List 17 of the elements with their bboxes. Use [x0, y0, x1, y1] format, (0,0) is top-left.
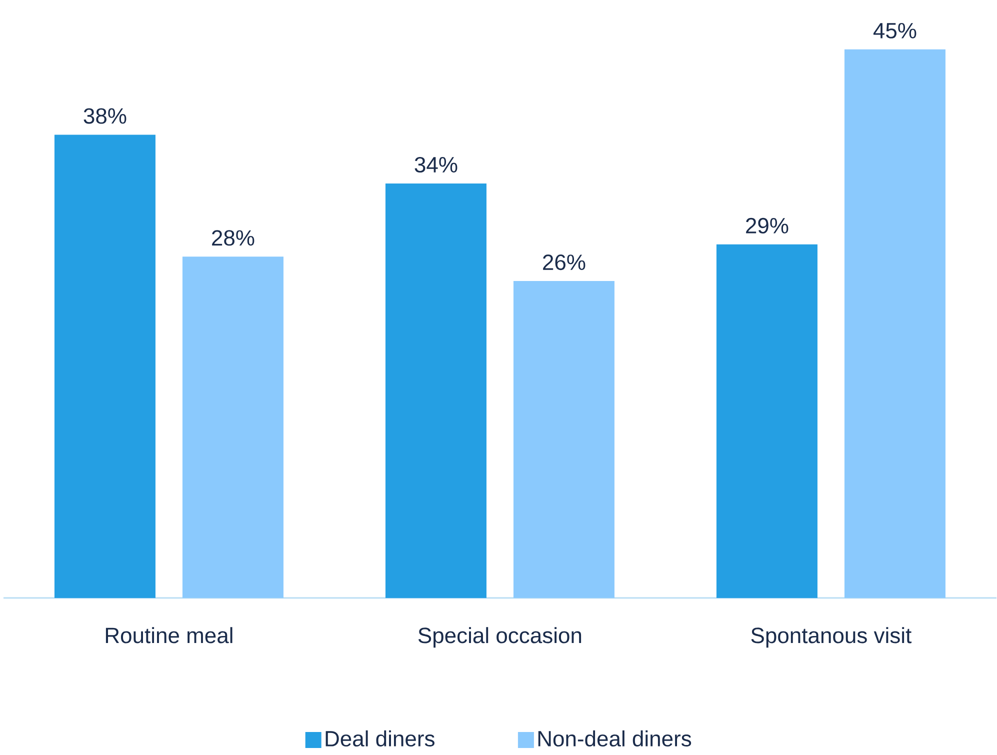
data-label: 38%	[84, 108, 126, 124]
x-tick-label: Special occasion	[418, 627, 582, 648]
data-label: 28%	[212, 230, 254, 246]
bar	[182, 256, 284, 598]
legend-label: Deal diners	[326, 730, 434, 747]
legend-label: Non-deal diners	[538, 730, 692, 747]
bar	[844, 49, 946, 598]
data-label: 34%	[414, 156, 458, 173]
bar	[385, 183, 486, 598]
data-label: 29%	[746, 218, 788, 234]
data-label: 26%	[543, 254, 586, 270]
data-label: 45%	[873, 22, 916, 38]
x-tick-label: Routine meal	[106, 627, 232, 644]
bar	[513, 281, 614, 598]
bar	[716, 244, 818, 598]
x-tick-label: Spontanous visit	[751, 627, 912, 648]
bar	[54, 134, 156, 598]
